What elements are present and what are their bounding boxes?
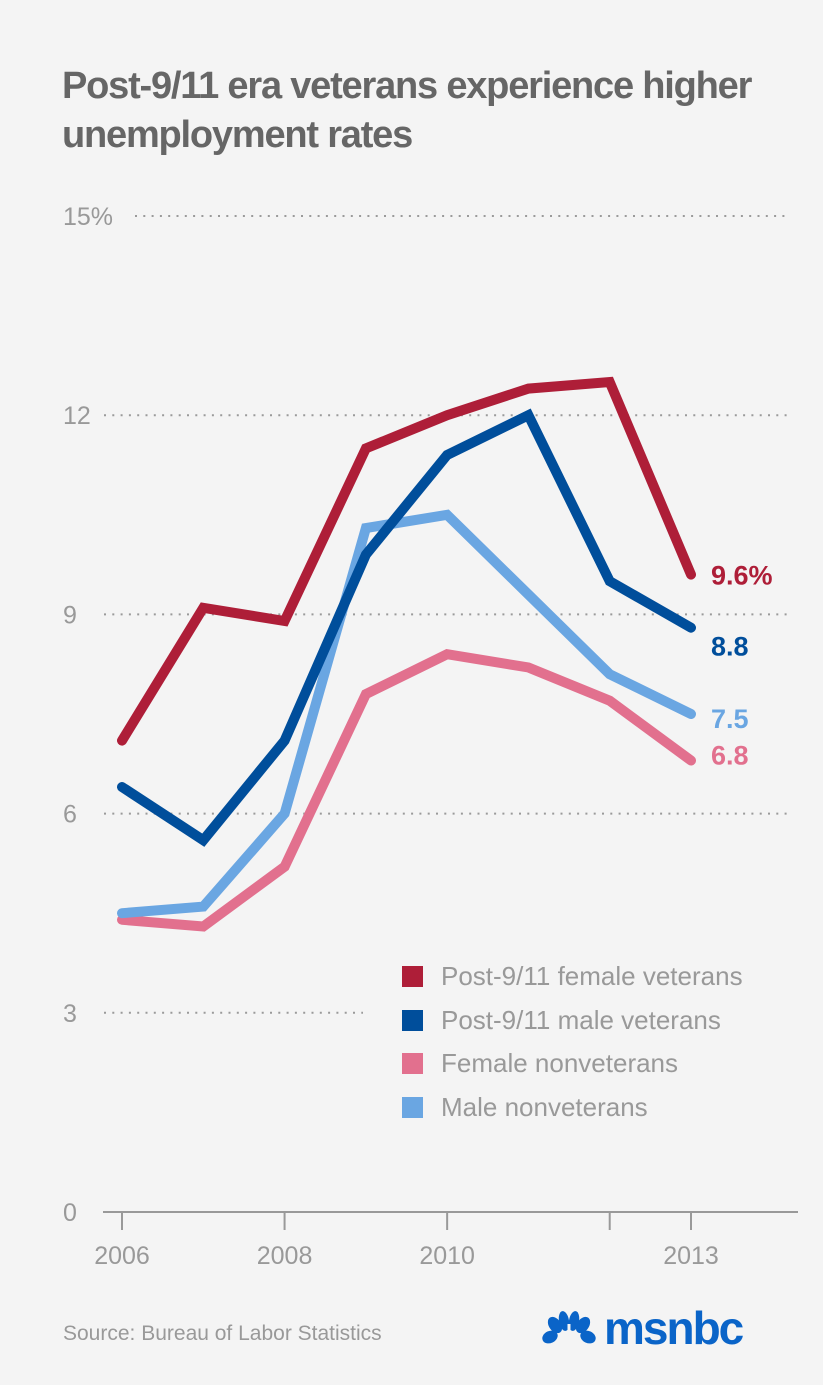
legend-swatch	[402, 966, 423, 988]
legend-swatch	[402, 1053, 423, 1075]
series-lines	[117, 376, 696, 932]
y-tick-label: 12	[63, 402, 91, 430]
end-label: 8.8	[711, 632, 749, 662]
legend-item-female-nonveterans: Female nonveterans	[402, 1042, 743, 1086]
series-line-post-9-11-female-veterans	[117, 376, 696, 746]
legend-label: Post-9/11 male veterans	[441, 1004, 721, 1035]
y-tick-label: 9	[63, 601, 77, 629]
legend-label: Male nonveterans	[441, 1091, 648, 1122]
legend-item-male-veterans: Post-9/11 male veterans	[402, 999, 743, 1043]
x-tick-label: 2010	[419, 1242, 475, 1270]
legend-label: Post-9/11 female veterans	[441, 961, 743, 992]
y-tick-label: 3	[63, 1000, 77, 1028]
x-axis: 2006 2008 2010 2013	[94, 1211, 798, 1270]
y-tick-label: 6	[63, 801, 77, 829]
x-tick-label: 2006	[94, 1242, 150, 1270]
y-tick-label: 0	[63, 1199, 77, 1227]
legend-swatch	[402, 1096, 423, 1118]
y-axis-labels: 0 3 6 9 12 15%	[63, 203, 113, 1227]
x-tick-label: 2008	[257, 1242, 313, 1270]
nbc-peacock-icon	[542, 1311, 596, 1346]
legend-swatch	[402, 1009, 423, 1031]
legend-item-female-veterans: Post-9/11 female veterans	[402, 955, 743, 999]
source-note: Source: Bureau of Labor Statistics	[63, 1322, 382, 1345]
chart-title: Post-9/11 era veterans experience higher…	[62, 65, 752, 156]
logo-text: msnbc	[604, 1302, 744, 1354]
y-tick-label: 15%	[63, 203, 113, 231]
x-tick-label: 2013	[663, 1242, 719, 1270]
end-label: 6.8	[711, 740, 749, 770]
msnbc-logo: msnbc	[540, 1302, 744, 1354]
legend-item-male-nonveterans: Male nonveterans	[402, 1086, 743, 1130]
end-label: 9.6%	[711, 561, 773, 591]
legend-label: Female nonveterans	[441, 1048, 679, 1079]
series-line-post-9-11-male-veterans	[117, 408, 696, 847]
gridlines	[104, 215, 789, 1014]
end-labels: 9.6% 8.8 6.8 7.5	[711, 561, 773, 771]
series-line-male-nonveterans	[117, 509, 696, 919]
series-line-female-nonveterans	[117, 649, 696, 932]
end-label: 7.5	[711, 704, 749, 734]
legend: Post-9/11 female veterans Post-9/11 male…	[402, 955, 743, 1129]
